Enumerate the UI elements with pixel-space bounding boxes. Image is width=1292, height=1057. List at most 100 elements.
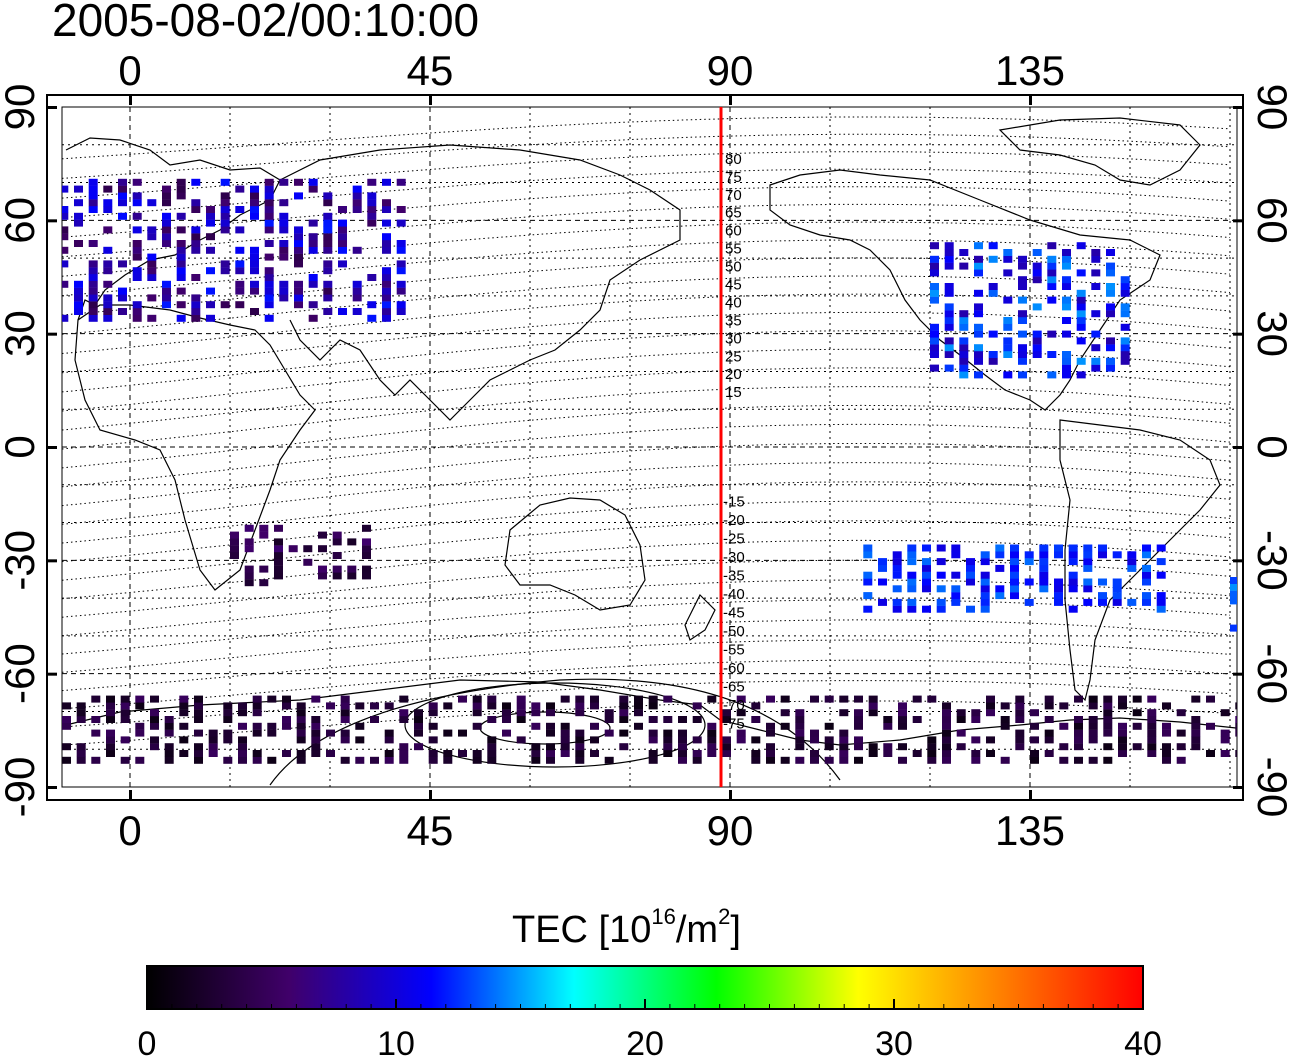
tec-pixel <box>944 289 954 297</box>
meridian-label: -30 <box>723 549 745 566</box>
tec-pixel <box>1083 558 1093 566</box>
tec-pixel <box>264 192 274 200</box>
tec-pixel <box>120 756 130 764</box>
tec-pixel <box>150 722 159 730</box>
tec-pixel <box>355 756 365 764</box>
tec-pixel <box>135 695 145 703</box>
tec-pixel <box>974 371 983 379</box>
tec-pixel <box>106 736 115 744</box>
magnetic-latitude-contours <box>62 116 1231 786</box>
tec-pixel <box>132 178 142 186</box>
tec-pixel <box>966 571 975 579</box>
tec-pixel <box>1003 337 1013 345</box>
tec-pixel <box>944 242 954 250</box>
tec-pixel <box>1044 736 1054 744</box>
tec-pixel <box>839 736 849 744</box>
tec-pixel <box>1018 330 1027 338</box>
lat-tick-right: -90 <box>1249 757 1292 818</box>
tec-pixel <box>294 233 303 241</box>
tec-pixel <box>942 729 951 737</box>
tec-pixel <box>1279 736 1288 743</box>
tec-pixel <box>414 709 423 717</box>
tec-pixel <box>1235 716 1237 723</box>
tec-pixel <box>264 253 274 261</box>
tec-pixel <box>898 716 907 723</box>
tec-pixel <box>1039 544 1049 552</box>
tec-pixel <box>396 301 406 309</box>
tec-pixel <box>1010 585 1019 593</box>
tec-pixel <box>678 750 687 757</box>
tec-pixel <box>1263 492 1272 499</box>
tec-pixel <box>1030 709 1039 717</box>
tec-pixel <box>1245 597 1254 604</box>
tec-pixel <box>458 729 467 737</box>
tec-pixel <box>179 702 189 710</box>
tec-pixel <box>1010 571 1019 579</box>
tec-pixel <box>252 722 262 730</box>
tec-pixel <box>560 736 570 744</box>
tec-pixel <box>1015 695 1025 703</box>
tec-pixel <box>878 564 887 572</box>
tec-pixel <box>930 255 939 263</box>
tec-pixel <box>264 267 274 275</box>
tec-pixel <box>1206 750 1215 757</box>
tec-pixel <box>892 571 902 579</box>
tec-pixel <box>1088 756 1098 764</box>
tec-pixel <box>223 716 233 723</box>
tec-pixel <box>942 709 951 717</box>
tec-pixel <box>531 709 541 717</box>
tec-pixel <box>1142 598 1151 606</box>
tec-pixel <box>722 716 731 723</box>
tec-pixel <box>930 242 939 250</box>
lon-tick-mark <box>729 790 732 800</box>
tec-pixel <box>135 702 145 710</box>
tec-pixel <box>854 736 863 744</box>
colorbar-title-unit-exponent: 2 <box>718 904 731 929</box>
tec-pixel <box>118 308 127 315</box>
tec-pixel <box>959 364 969 372</box>
tec-pixel <box>132 253 142 261</box>
tec-pixel <box>980 578 990 586</box>
tec-pixel <box>1250 716 1259 723</box>
tec-pixel <box>1235 750 1237 757</box>
tec-pixel <box>1162 756 1171 764</box>
tec-pixel <box>995 564 1005 572</box>
tec-pixel <box>428 736 438 744</box>
lat-tick-mark <box>47 332 57 336</box>
tec-pixel <box>206 267 215 275</box>
tec-pixel <box>76 756 86 764</box>
tec-pixel <box>220 260 230 268</box>
tec-pixel <box>106 709 115 717</box>
tec-pixel <box>1091 255 1101 263</box>
tec-pixel <box>1047 269 1057 277</box>
tec-pixel <box>103 226 113 234</box>
tec-pixel <box>294 178 303 186</box>
meridian-label: -35 <box>723 568 745 585</box>
tec-pixel <box>1220 736 1230 744</box>
tec-pixel <box>264 280 274 288</box>
tec-pixel <box>795 722 805 730</box>
tec-pixel <box>296 709 306 717</box>
tec-pixel <box>132 308 142 315</box>
tec-pixel <box>238 743 247 751</box>
tec-pixel <box>575 702 585 710</box>
tec-pixel <box>147 260 157 268</box>
tec-pixel <box>1162 743 1171 751</box>
tec-pixel <box>1132 695 1142 703</box>
tec-pixel <box>1003 323 1013 331</box>
tec-pixel <box>106 729 115 737</box>
tec-pixel <box>472 750 482 757</box>
tec-pixel <box>282 722 291 730</box>
tec-pixel <box>1230 590 1237 598</box>
tec-pixel <box>332 572 342 580</box>
tec-pixel <box>1156 558 1166 566</box>
tec-pixel <box>1062 371 1071 379</box>
magnetic-contour <box>62 700 1231 746</box>
tec-pixel <box>974 262 983 270</box>
tec-pixel <box>516 702 526 710</box>
tec-pixel <box>1118 722 1127 730</box>
tec-pixel <box>296 750 306 757</box>
tec-pixel <box>722 750 731 757</box>
tec-pixel <box>132 212 142 220</box>
tec-pixel <box>922 585 931 593</box>
